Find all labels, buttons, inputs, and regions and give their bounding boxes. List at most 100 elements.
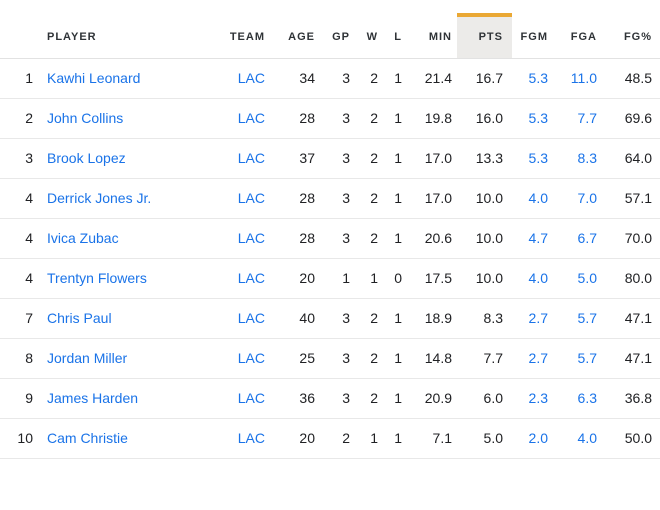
team-link[interactable]: LAC bbox=[210, 97, 270, 138]
rank-cell: 7 bbox=[0, 297, 33, 338]
fgpct-cell: 70.0 bbox=[606, 217, 660, 258]
fgpct-cell: 69.6 bbox=[606, 97, 660, 138]
column-header-pts-sorted[interactable]: PTS bbox=[457, 0, 512, 59]
fgm-cell: 4.0 bbox=[512, 257, 557, 298]
l-cell: 1 bbox=[383, 177, 407, 218]
min-cell: 7.1 bbox=[407, 417, 457, 459]
l-cell: 1 bbox=[383, 417, 407, 459]
player-name-link[interactable]: Derrick Jones Jr. bbox=[33, 177, 210, 218]
column-header-min[interactable]: MIN bbox=[407, 0, 457, 59]
column-header-w[interactable]: W bbox=[355, 0, 383, 59]
age-cell: 25 bbox=[270, 337, 320, 378]
player-row: 7 Chris Paul LAC 40 3 2 1 18.9 8.3 2.7 5.7 47.1 bbox=[0, 297, 660, 338]
player-row: 4 Trentyn Flowers LAC 20 1 1 0 17.5 10.0 4.0 5.0 80… bbox=[0, 257, 660, 298]
gp-cell: 2 bbox=[320, 417, 355, 459]
pts-cell: 8.3 bbox=[457, 297, 512, 338]
rank-cell: 9 bbox=[0, 377, 33, 418]
w-cell: 2 bbox=[355, 97, 383, 138]
pts-cell: 16.0 bbox=[457, 97, 512, 138]
team-link[interactable]: LAC bbox=[210, 177, 270, 218]
min-cell: 20.6 bbox=[407, 217, 457, 258]
pts-cell: 5.0 bbox=[457, 417, 512, 459]
age-cell: 36 bbox=[270, 377, 320, 418]
w-cell: 2 bbox=[355, 177, 383, 218]
min-cell: 18.9 bbox=[407, 297, 457, 338]
player-row: 2 John Collins LAC 28 3 2 1 19.8 16.0 5.3 7.7 69.6 bbox=[0, 97, 660, 138]
player-name-link[interactable]: Kawhi Leonard bbox=[47, 70, 141, 86]
gp-cell: 3 bbox=[320, 297, 355, 338]
fgm-cell: 2.3 bbox=[512, 377, 557, 418]
player-row: 9 James Harden LAC 36 3 2 1 20.9 6.0 2.3 6.3 36.8 bbox=[0, 377, 660, 418]
player-row: 3 Brook Lopez LAC 37 3 2 1 17.0 13.3 5.3 8.3 64.0 bbox=[0, 137, 660, 178]
w-cell: 2 bbox=[370, 70, 378, 86]
fga-cell: 11.0 bbox=[570, 70, 597, 86]
player-name-link[interactable]: John Collins bbox=[33, 97, 210, 138]
age-cell: 28 bbox=[270, 97, 320, 138]
team-link[interactable]: LAC bbox=[210, 377, 270, 418]
player-row: 4 Derrick Jones Jr. LAC 28 3 2 1 17.0 10.0 4.0 7.0… bbox=[0, 177, 660, 218]
pts-cell: 6.0 bbox=[457, 377, 512, 418]
pts-cell: 13.3 bbox=[457, 137, 512, 178]
fgpct-cell: 50.0 bbox=[606, 417, 660, 459]
fgm-cell: 5.3 bbox=[512, 137, 557, 178]
age-cell: 20 bbox=[270, 257, 320, 298]
column-header-l[interactable]: L bbox=[383, 0, 407, 59]
column-header-age[interactable]: AGE bbox=[270, 0, 320, 59]
rank-cell: 8 bbox=[0, 337, 33, 378]
fgpct-cell: 47.1 bbox=[606, 337, 660, 378]
w-cell: 2 bbox=[355, 217, 383, 258]
fga-cell: 5.7 bbox=[557, 337, 606, 378]
team-link[interactable]: LAC bbox=[210, 257, 270, 298]
column-header-fgpct[interactable]: FG% bbox=[606, 0, 660, 59]
age-cell: 37 bbox=[270, 137, 320, 178]
team-link[interactable]: LAC bbox=[210, 217, 270, 258]
team-link[interactable]: LAC bbox=[210, 297, 270, 338]
table-body: 1 Kawhi Leonard LAC 34 3 2 1 21.4 16.7 5.3 11.0 48.… bbox=[0, 58, 660, 459]
age-cell: 20 bbox=[270, 417, 320, 459]
table-header-row: PLAYER TEAM AGE GP W L MIN PTS FGM FGA F… bbox=[0, 0, 660, 59]
player-name-link[interactable]: James Harden bbox=[33, 377, 210, 418]
team-link[interactable]: LAC bbox=[210, 337, 270, 378]
player-row: 4 Ivica Zubac LAC 28 3 2 1 20.6 10.0 4.7 6.7 70.0 bbox=[0, 217, 660, 258]
gp-cell: 3 bbox=[320, 377, 355, 418]
team-link[interactable]: LAC bbox=[210, 137, 270, 178]
fga-cell: 8.3 bbox=[557, 137, 606, 178]
fgpct-cell: 57.1 bbox=[606, 177, 660, 218]
player-stats-table: PLAYER TEAM AGE GP W L MIN PTS FGM FGA F… bbox=[0, 0, 660, 459]
team-link[interactable]: LAC bbox=[210, 417, 270, 459]
rank-cell: 10 bbox=[0, 417, 33, 459]
w-cell: 2 bbox=[355, 297, 383, 338]
player-name-link[interactable]: Jordan Miller bbox=[33, 337, 210, 378]
column-header-rank bbox=[0, 0, 33, 59]
player-name-link[interactable]: Cam Christie bbox=[33, 417, 210, 459]
fgpct-cell: 48.5 bbox=[624, 70, 652, 86]
rank-cell: 1 bbox=[25, 70, 33, 86]
column-header-gp[interactable]: GP bbox=[320, 0, 355, 59]
fgm-cell: 4.7 bbox=[512, 217, 557, 258]
min-cell: 14.8 bbox=[407, 337, 457, 378]
min-cell: 17.0 bbox=[407, 177, 457, 218]
column-header-player[interactable]: PLAYER bbox=[33, 0, 210, 59]
fgpct-cell: 64.0 bbox=[606, 137, 660, 178]
fgm-cell: 4.0 bbox=[512, 177, 557, 218]
column-header-team[interactable]: TEAM bbox=[210, 0, 270, 59]
player-name-link[interactable]: Chris Paul bbox=[33, 297, 210, 338]
l-cell: 1 bbox=[383, 137, 407, 178]
player-name-link[interactable]: Brook Lopez bbox=[33, 137, 210, 178]
l-cell: 1 bbox=[383, 217, 407, 258]
fgpct-cell: 80.0 bbox=[606, 257, 660, 298]
fgm-cell: 5.3 bbox=[512, 97, 557, 138]
pts-cell: 10.0 bbox=[457, 257, 512, 298]
gp-cell: 3 bbox=[342, 70, 350, 86]
rank-cell: 2 bbox=[0, 97, 33, 138]
player-name-link[interactable]: Ivica Zubac bbox=[33, 217, 210, 258]
pts-cell: 16.7 bbox=[475, 70, 503, 86]
w-cell: 1 bbox=[355, 417, 383, 459]
fgm-cell: 2.7 bbox=[512, 297, 557, 338]
team-link[interactable]: LAC bbox=[237, 70, 265, 86]
l-cell: 1 bbox=[383, 97, 407, 138]
player-name-link[interactable]: Trentyn Flowers bbox=[33, 257, 210, 298]
column-header-fgm[interactable]: FGM bbox=[512, 0, 557, 59]
fgpct-cell: 36.8 bbox=[606, 377, 660, 418]
column-header-fga[interactable]: FGA bbox=[557, 0, 606, 59]
